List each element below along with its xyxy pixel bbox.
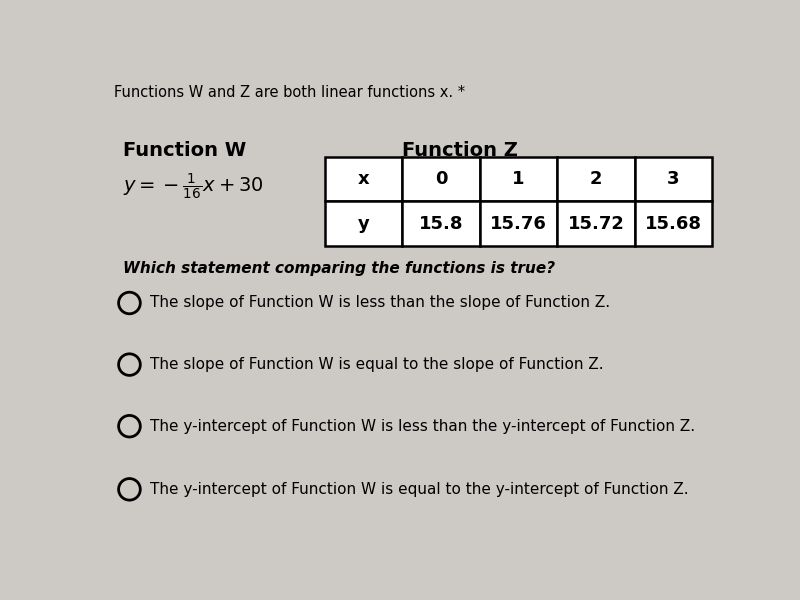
Text: Functions W and Z are both linear functions x. *: Functions W and Z are both linear functi… [114, 85, 465, 100]
Bar [634, 202, 712, 246]
Text: 15.72: 15.72 [567, 215, 625, 233]
Bar [558, 157, 634, 202]
Text: The slope of Function W is less than the slope of Function Z.: The slope of Function W is less than the… [150, 295, 610, 311]
Text: 1: 1 [512, 170, 525, 188]
Bar [325, 157, 402, 202]
Bar [402, 157, 480, 202]
Bar [325, 202, 402, 246]
Text: 0: 0 [434, 170, 447, 188]
Text: The y-intercept of Function W is equal to the y-intercept of Function Z.: The y-intercept of Function W is equal t… [150, 482, 688, 497]
Text: The slope of Function W is equal to the slope of Function Z.: The slope of Function W is equal to the … [150, 357, 603, 372]
Text: 15.76: 15.76 [490, 215, 547, 233]
Text: $y = -\frac{1}{16}x + 30$: $y = -\frac{1}{16}x + 30$ [123, 172, 264, 202]
Bar [558, 202, 634, 246]
Bar [634, 157, 712, 202]
Bar [402, 202, 480, 246]
Text: Function Z: Function Z [402, 141, 518, 160]
Text: Which statement comparing the functions is true?: Which statement comparing the functions … [123, 260, 555, 275]
Text: The y-intercept of Function W is less than the y-intercept of Function Z.: The y-intercept of Function W is less th… [150, 419, 694, 434]
Text: 2: 2 [590, 170, 602, 188]
Text: 15.8: 15.8 [418, 215, 463, 233]
Text: y: y [358, 215, 370, 233]
Text: Function W: Function W [123, 141, 246, 160]
Text: x: x [358, 170, 370, 188]
Bar [480, 202, 558, 246]
Bar [480, 157, 558, 202]
Text: 3: 3 [667, 170, 680, 188]
Text: 15.68: 15.68 [645, 215, 702, 233]
